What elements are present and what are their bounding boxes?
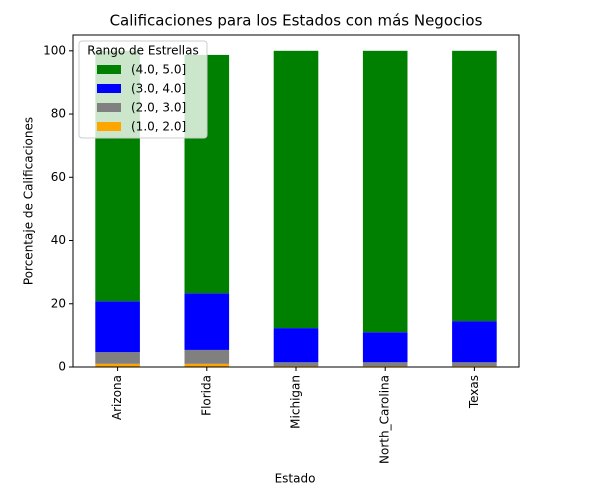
- x-tick-label: Arizona: [110, 375, 124, 420]
- y-tick-label: 100: [43, 43, 66, 57]
- x-tick-label: Texas: [467, 375, 481, 409]
- legend-title: Rango de Estrellas: [87, 44, 199, 58]
- legend-swatch: [97, 122, 121, 131]
- legend-label: (4.0, 5.0]: [131, 63, 186, 77]
- bar-segment: [95, 352, 140, 364]
- bar-segment: [273, 328, 319, 363]
- chart-title: Calificaciones para los Estados con más …: [110, 12, 483, 30]
- x-tick-label: Florida: [199, 375, 213, 416]
- legend: Rango de Estrellas (1.0, 2.0] (2.0, 3.0] (3…: [78, 40, 208, 139]
- bar-segment: [95, 301, 140, 353]
- bar-segment: [273, 50, 319, 329]
- legend-label: (1.0, 2.0]: [131, 120, 186, 134]
- plot-frame: [72, 34, 520, 368]
- bar-segment: [362, 362, 408, 367]
- legend-swatch: [97, 65, 121, 74]
- bar-segment: [184, 293, 230, 350]
- y-tick-label: 40: [51, 233, 66, 247]
- legend-swatch: [97, 84, 121, 93]
- y-tick-label: 80: [51, 107, 66, 121]
- bar-segment: [452, 50, 497, 322]
- bar-segment: [362, 50, 408, 333]
- legend-swatch: [97, 103, 121, 112]
- y-axis-label: Porcentaje de Calificaciones: [22, 117, 36, 285]
- legend-label: (3.0, 4.0]: [131, 82, 186, 96]
- bar-segment: [452, 321, 497, 363]
- x-tick-label: North_Carolina: [378, 375, 392, 464]
- y-tick-label: 0: [58, 360, 66, 374]
- y-tick-label: 60: [51, 170, 66, 184]
- legend-label: (2.0, 3.0]: [131, 101, 186, 115]
- bar-segment: [184, 363, 230, 367]
- bar-segment: [95, 363, 140, 367]
- bar-segment: [362, 332, 408, 363]
- y-tick-label: 20: [51, 296, 66, 310]
- x-axis-label: Estado: [275, 472, 316, 486]
- x-tick-label: Michigan: [289, 375, 303, 429]
- bar-segment: [184, 349, 230, 364]
- bar-segment: [452, 362, 497, 367]
- bar-segment: [273, 362, 319, 367]
